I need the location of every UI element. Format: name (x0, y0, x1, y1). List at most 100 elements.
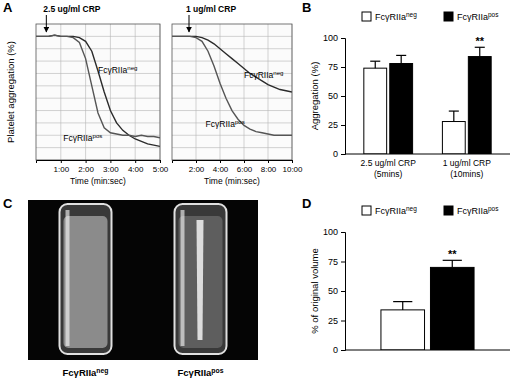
label-sup: neg (406, 11, 417, 19)
error-cap (393, 301, 412, 302)
tick-mark (135, 160, 136, 163)
label-main: FcγRIIa (457, 206, 488, 216)
tick: 100 (323, 227, 345, 237)
tick-label: 50 (328, 286, 338, 296)
tick-label: 0 (333, 345, 338, 355)
axis-line (345, 350, 510, 351)
tick-label: 1:00 (54, 165, 70, 174)
tick-mark (268, 160, 269, 163)
bar (390, 64, 413, 154)
clot (197, 220, 204, 340)
error-bar (453, 111, 454, 121)
line-panel: 2:004:006:008:0010:00FcγRIIanegFcγRIIapo… (172, 4, 303, 186)
bar (381, 310, 425, 350)
tick: 2:00 (78, 160, 94, 174)
label-main: FcγRIIa (178, 367, 213, 378)
tick-mark (341, 262, 345, 263)
grid-line (36, 48, 160, 49)
tick-label: 8:00 (261, 165, 277, 174)
tube (175, 204, 227, 354)
y-axis-title: Platelet aggregation (%) (5, 41, 16, 143)
category-line: 1 ug/ml CRP (443, 158, 492, 168)
y-axis-title: % of original volume (309, 248, 320, 334)
tick-mark (341, 96, 345, 97)
label-sup: pos (235, 118, 245, 125)
tick: 100 (323, 33, 345, 43)
tick-mark (160, 160, 161, 163)
plot-area (381, 260, 474, 350)
bar (364, 68, 387, 154)
y-axis: 0255075100 (323, 33, 346, 159)
tick: 1:00 (54, 160, 70, 174)
annotation: ** (448, 248, 457, 260)
tick-mark (341, 38, 345, 39)
label-sup: neg (96, 367, 108, 375)
photo (28, 200, 258, 360)
category-label: 2.5 ug/ml CRP(5mins) (361, 158, 417, 179)
grid-line (60, 24, 61, 160)
bar-panel: 0255075100** (323, 227, 510, 355)
legend-swatch (362, 206, 371, 215)
label-main: FcγRIIa (375, 206, 406, 216)
category-line: 2.5 ug/ml CRP (361, 158, 417, 168)
tick: 50 (328, 286, 345, 296)
grid-line (36, 147, 160, 148)
tick-mark (341, 291, 345, 292)
tick: 6:00 (237, 160, 253, 174)
error-bar (479, 47, 480, 56)
tick-mark (341, 67, 345, 68)
grid-line (110, 24, 111, 160)
tick-label: 2:00 (189, 165, 205, 174)
plot-area (364, 47, 491, 154)
annotation: 2.5 ug/ml CRP (43, 4, 100, 14)
tick-mark (196, 160, 197, 163)
photo-label: FcγRIIapos (178, 367, 224, 378)
plot-frame (172, 24, 292, 160)
legend-label: FcγRIIaneg (375, 11, 417, 22)
grid-line (36, 85, 160, 86)
tick: 25 (328, 120, 345, 130)
plot-frame (36, 24, 160, 160)
plot-area (36, 35, 160, 146)
plot-background (172, 24, 292, 160)
tube (60, 204, 112, 354)
tick-label: 100 (323, 227, 338, 237)
tick-mark (244, 160, 245, 163)
tick: 75 (328, 62, 345, 72)
tick: 75 (328, 257, 345, 267)
error-bar (375, 61, 376, 68)
grid-line (36, 36, 160, 37)
annotation-arrow (189, 15, 190, 32)
tick-label: 50 (328, 91, 338, 101)
data-line (36, 35, 160, 146)
panel-title: B (302, 0, 311, 15)
tick-mark (86, 160, 87, 163)
tick-mark (110, 160, 111, 163)
tick-label: 6:00 (237, 165, 253, 174)
tick: 50 (328, 91, 345, 101)
tick-label: 2:00 (78, 165, 94, 174)
bar (430, 267, 474, 350)
plot-background (36, 24, 160, 160)
label-main: FcγRIIa (63, 133, 93, 143)
legend-label: FcγRIIapos (457, 205, 498, 216)
tick: 4:00 (213, 160, 229, 174)
error-bar (452, 260, 453, 267)
grid-line (36, 122, 160, 123)
label-sup: pos (93, 132, 103, 139)
tick-mark (341, 321, 345, 322)
category-label: 1 ug/ml CRP(10mins) (443, 158, 492, 179)
error-cap (449, 110, 459, 111)
label-main: FcγRIIa (457, 12, 488, 22)
error-bar (401, 55, 402, 63)
y-axis-title: Aggregation (%) (309, 62, 320, 131)
label-main: FcγRIIa (244, 70, 274, 80)
tick: 0 (333, 345, 345, 355)
label-main: FcγRIIa (375, 12, 406, 22)
label-sup: neg (273, 69, 283, 76)
plot-area (172, 36, 292, 135)
tick-mark (341, 350, 345, 351)
bar (468, 57, 491, 154)
tick: 2:00 (189, 160, 205, 174)
legend-swatch (362, 12, 371, 21)
